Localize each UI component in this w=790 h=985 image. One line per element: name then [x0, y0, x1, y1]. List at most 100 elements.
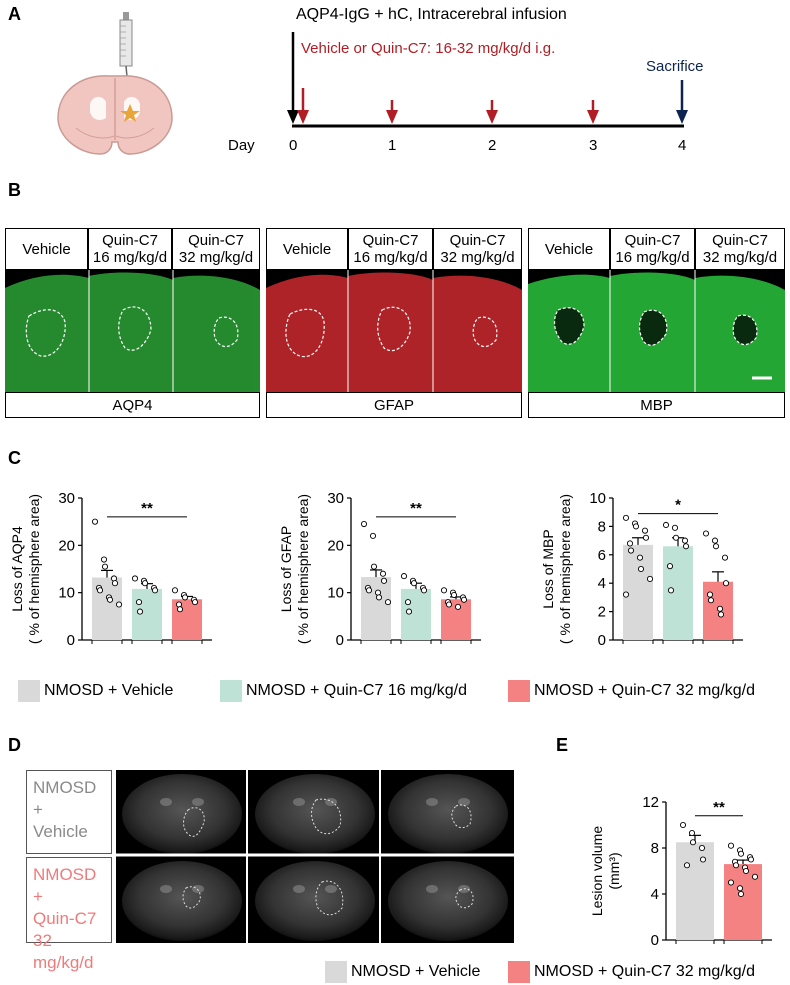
sacrifice-label: Sacrifice [646, 58, 704, 75]
y-tick-label: 30 [327, 490, 344, 507]
data-point [141, 580, 149, 587]
mri-lesion-outline [182, 886, 201, 909]
legend-e-32: NMOSD + Quin-C7 32 mg/kg/d [534, 963, 755, 980]
data-point [460, 596, 468, 603]
data-point [445, 601, 453, 608]
mri-ventricle [426, 885, 438, 893]
y-tick-label: 0 [598, 632, 606, 649]
mri-ventricle [293, 798, 305, 806]
data-point [747, 856, 755, 863]
y-tick-label: 4 [651, 886, 659, 903]
mri-images [116, 770, 514, 943]
data-point [410, 580, 418, 587]
data-point [699, 856, 707, 863]
y-tick-label: 4 [598, 575, 606, 592]
data-point [707, 597, 715, 604]
data-point [405, 608, 413, 615]
data-point [681, 537, 689, 544]
y-tick-label: 10 [58, 585, 75, 602]
mri-ventricle [325, 885, 337, 893]
data-point [641, 527, 649, 534]
data-point [181, 594, 189, 601]
data-point [671, 524, 679, 531]
data-point [679, 821, 687, 829]
legend-c-32: NMOSD + Quin-C7 32 mg/kg/d [534, 682, 755, 699]
marker-aqp4: AQP4 [5, 392, 260, 418]
mri-row1-label: NMOSD + Vehicle [26, 770, 112, 854]
data-point [106, 596, 114, 603]
panel-e-label: E [556, 735, 569, 755]
y-axis-label: (mm³) [606, 852, 622, 889]
data-point [742, 867, 750, 875]
mri-ventricle [293, 885, 305, 893]
y-axis-label: ( % of hemisphere area) [557, 494, 573, 644]
data-point [440, 587, 448, 594]
data-point [191, 599, 199, 606]
mri-brain-slice [388, 774, 508, 854]
data-point [370, 563, 378, 570]
mri-brain-slice [255, 861, 375, 941]
day-label: Day [228, 137, 255, 154]
data-point [637, 565, 645, 573]
y-tick-label: 30 [58, 490, 75, 507]
day-tick-0: 0 [289, 137, 298, 154]
dose-arrow-day3 [587, 110, 599, 124]
mri-ventricle [160, 885, 172, 893]
y-tick-label: 20 [327, 537, 344, 554]
data-point [667, 587, 675, 594]
data-point [100, 556, 108, 563]
y-tick-label: 0 [651, 932, 659, 949]
chart-aqp4: 0 10 20 30 ** Loss of AQP4( % of hemisphere a… [9, 490, 212, 649]
data-point [706, 591, 714, 598]
treatment-label: Vehicle or Quin-C7: 16-32 mg/kg/d i.g. [301, 40, 556, 57]
bar [663, 546, 693, 640]
data-point [96, 587, 104, 594]
legend-e-vehicle: NMOSD + Vehicle [351, 963, 481, 980]
dose-arrow-day0 [297, 110, 309, 124]
header-mbp-16: Quin-C7 16 mg/kg/d [610, 228, 695, 270]
header-aqp4-32: Quin-C7 32 mg/kg/d [172, 228, 260, 270]
legend-c-swatch-vehicle [18, 680, 40, 702]
gfap-images [266, 270, 522, 392]
y-tick-label: 10 [327, 585, 344, 602]
data-point [683, 862, 691, 869]
y-tick-label: 0 [336, 632, 344, 649]
data-point [636, 554, 644, 561]
mri-lesion-outline [311, 798, 342, 835]
y-tick-label: 8 [651, 840, 659, 857]
panel-b-label: B [8, 180, 21, 200]
day-tick-3: 3 [589, 137, 598, 154]
y-axis-label: Loss of AQP4 [9, 526, 25, 612]
panel-e-chart: 0 4 8 12 ** Lesion volume (mm³) [589, 794, 772, 949]
data-point [151, 587, 159, 594]
chart-gfap: 0 10 20 30 ** Loss of GFAP( % of hemisphere a… [278, 490, 481, 649]
chart-mbp: 0 2 4 6 8 10 * Loss of MBP( % of hemisphere are… [540, 490, 743, 649]
data-point [632, 523, 640, 530]
legend-e-swatch-vehicle [325, 961, 347, 983]
data-point [111, 580, 119, 587]
dose-arrow-day2 [486, 110, 498, 124]
y-axis-label: Loss of GFAP [278, 526, 294, 612]
data-point [380, 577, 388, 584]
data-point [721, 554, 729, 561]
data-point [737, 890, 745, 898]
day-tick-4: 4 [678, 137, 687, 154]
header-mbp-vehicle: Vehicle [528, 228, 610, 270]
data-point [716, 605, 724, 612]
day-tick-2: 2 [488, 137, 497, 154]
data-point [171, 587, 179, 594]
data-point [737, 850, 745, 857]
header-gfap-16: Quin-C7 16 mg/kg/d [348, 228, 433, 270]
data-point [722, 580, 730, 587]
data-point [91, 518, 99, 525]
mri-ventricle [192, 885, 204, 893]
sacrifice-arrow [676, 110, 688, 124]
y-tick-label: 6 [598, 547, 606, 564]
y-tick-label: 0 [67, 632, 75, 649]
data-point [379, 570, 387, 577]
data-point [682, 543, 690, 550]
panel-a-label: A [8, 4, 21, 24]
header-aqp4-16: Quin-C7 16 mg/kg/d [88, 228, 172, 270]
chart-lesion-volume: 0 4 8 12 ** Lesion volume (mm³) [589, 794, 772, 949]
data-point [450, 591, 458, 599]
